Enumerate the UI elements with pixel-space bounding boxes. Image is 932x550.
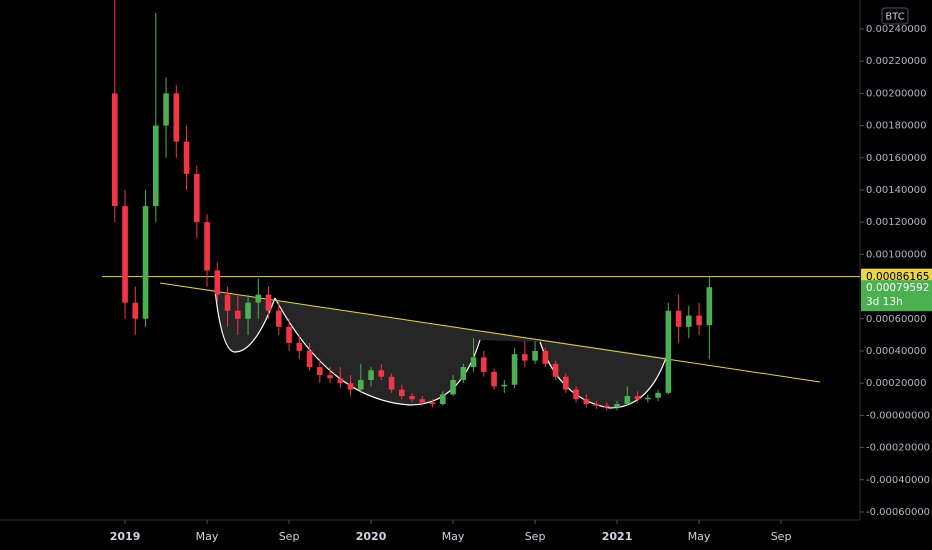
candle-body [696, 315, 702, 326]
small-cup [214, 289, 276, 353]
candle-body [194, 173, 200, 223]
candle-body [665, 310, 672, 393]
candle-body [604, 405, 610, 408]
y-tick-label: -0.00040000 [866, 475, 930, 486]
last-price-label: 0.00079592 [866, 282, 929, 294]
y-tick-label: -0.00000000 [866, 410, 930, 421]
currency-label: BTC [885, 12, 904, 23]
candle-body [378, 370, 385, 377]
candle-body [122, 206, 128, 303]
currency-badge [881, 7, 909, 25]
x-tick-label: May [688, 530, 711, 543]
cup-fill [160, 283, 668, 408]
x-tick-label: May [442, 530, 465, 543]
candle-body [204, 222, 210, 271]
y-tick-label: 0.00040000 [866, 346, 926, 357]
y-tick-label: 0.00100000 [866, 249, 926, 260]
candle-body [481, 357, 487, 372]
candle-body [501, 384, 508, 387]
candle-body [265, 294, 272, 311]
candle-body [573, 389, 579, 400]
y-tick-label: 0.00240000 [866, 24, 926, 35]
candle-body [358, 379, 364, 390]
candles [112, 0, 713, 411]
x-tick-label: 2020 [356, 530, 387, 543]
candle-body [511, 354, 518, 385]
candle-body [419, 399, 426, 403]
candle-body [388, 376, 395, 390]
candle-body [235, 310, 241, 319]
candle-body [306, 350, 313, 368]
candle-body [142, 206, 149, 319]
candle-body [532, 350, 538, 361]
y-tick-label: 0.00180000 [866, 121, 926, 132]
candle-body [327, 375, 333, 379]
candle-body [245, 302, 251, 319]
x-tick-label: Sep [771, 530, 792, 543]
y-tick-label: 0.00160000 [866, 153, 926, 164]
candle-body [645, 397, 651, 400]
candle-body [655, 392, 661, 398]
candle-body [614, 404, 620, 408]
candle-body [399, 389, 405, 397]
y-tick-label: -0.00060000 [866, 507, 930, 518]
candle-body [624, 396, 631, 405]
y-tick-label: 0.00140000 [866, 185, 926, 196]
candle-body [583, 399, 590, 405]
y-tick-label: 0.00220000 [866, 56, 926, 67]
candle-body [224, 294, 231, 311]
candle-body [675, 310, 682, 327]
candle-body [542, 350, 549, 364]
candle-body [183, 141, 190, 174]
candle-body [634, 396, 641, 400]
x-tick-label: 2019 [110, 530, 141, 543]
x-tick-label: 2021 [602, 530, 633, 543]
candle-body [153, 125, 159, 207]
candle-body [286, 326, 292, 343]
y-tick-label: 0.00060000 [866, 314, 926, 325]
candle-body [368, 370, 374, 380]
candle-body [686, 315, 692, 327]
candle-body [112, 93, 118, 207]
y-tick-label: 0.00200000 [866, 88, 926, 99]
x-tick-label: May [196, 530, 219, 543]
candle-body [593, 404, 600, 406]
candle-body [522, 354, 528, 361]
candle-body [317, 367, 323, 376]
candle-body [132, 302, 139, 319]
y-tick-label: 0.00020000 [866, 378, 926, 389]
candle-body [470, 357, 477, 368]
candle-body [347, 383, 354, 390]
y-tick-label: -0.00020000 [866, 443, 930, 454]
candle-body [552, 363, 559, 377]
countdown-label: 3d 13h [866, 296, 903, 308]
candle-body [706, 287, 713, 326]
candle-body [409, 396, 415, 400]
candle-body [491, 371, 497, 387]
last-price-badge [861, 280, 932, 312]
y-tick-label: 0.00120000 [866, 217, 926, 228]
candle-body [296, 342, 303, 351]
candle-body [460, 367, 467, 380]
candle-body [337, 378, 344, 384]
candle-body [214, 270, 221, 295]
x-tick-label: Sep [525, 530, 546, 543]
x-tick-label: Sep [279, 530, 300, 543]
candle-body [173, 93, 180, 142]
candle-body [563, 376, 569, 390]
candle-body [440, 394, 446, 405]
candle-body [276, 310, 282, 327]
candle-body [450, 379, 456, 395]
candle-body [255, 294, 262, 303]
candle-body [429, 402, 436, 405]
price-level-label: 0.00086165 [866, 271, 929, 283]
candle-body [163, 93, 169, 126]
